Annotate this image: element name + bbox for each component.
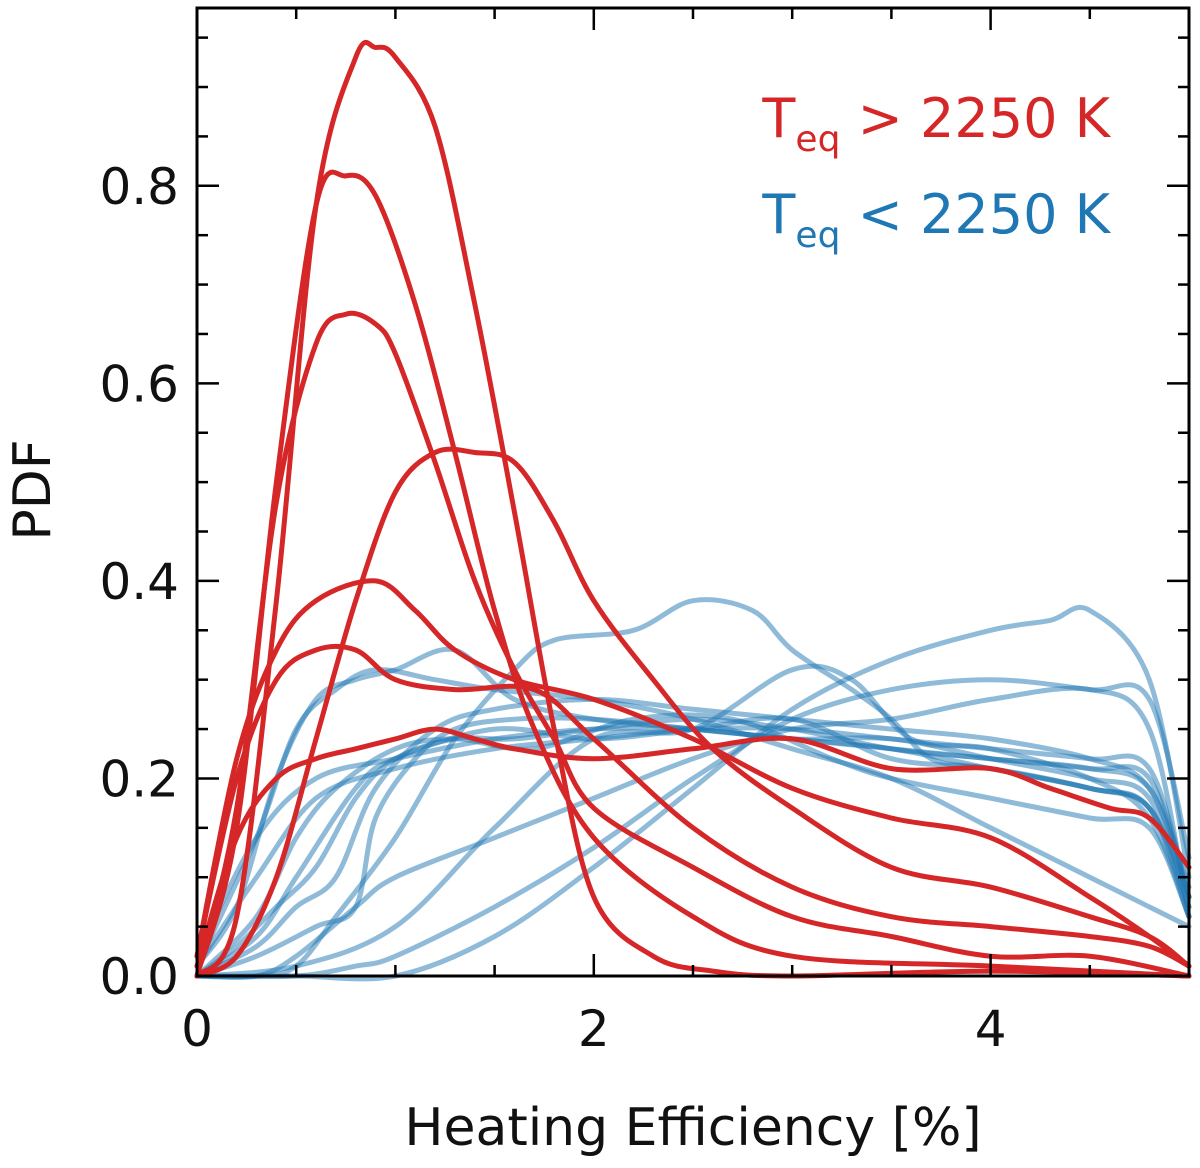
series-line-cool-12 — [194, 677, 1192, 980]
y-axis-title: PDF — [3, 439, 63, 540]
series-line-cool-14 — [194, 663, 1192, 979]
series-line-hot-2 — [194, 169, 1192, 979]
legend-entry-cool: Teq < 2250 K — [761, 183, 1111, 256]
axis-ticks — [195, 8, 1191, 978]
x-tick-label: 0 — [181, 1000, 213, 1058]
series-line-cool-7 — [194, 716, 1192, 979]
x-tick-label: 4 — [975, 1000, 1007, 1058]
y-tick-label: 0.0 — [99, 948, 179, 1006]
series-cool-group — [194, 597, 1192, 982]
x-axis-title: Heating Efficiency [%] — [404, 1098, 981, 1158]
y-tick-label: 0.6 — [99, 355, 179, 413]
x-tick-label: 2 — [578, 1000, 610, 1058]
y-tick-label: 0.4 — [99, 553, 179, 611]
series-line-hot-6 — [194, 643, 1192, 969]
legend-entry-hot: Teq > 2250 K — [761, 87, 1111, 160]
series-line-hot-7 — [194, 726, 1192, 969]
legend: Teq > 2250 K Teq < 2250 K — [761, 87, 1111, 256]
y-tick-label: 0.8 — [99, 158, 179, 216]
series-line-cool-8 — [194, 696, 1192, 979]
series-line-cool-13 — [194, 604, 1192, 982]
series-line-hot-4 — [194, 446, 1192, 979]
series-line-hot-5 — [194, 578, 1192, 969]
y-tick-label: 0.2 — [99, 750, 179, 808]
axis-tick-labels: 0 2 4 0.0 0.2 0.4 0.6 0.8 — [99, 158, 1006, 1058]
series-line-hot-3 — [194, 310, 1192, 979]
